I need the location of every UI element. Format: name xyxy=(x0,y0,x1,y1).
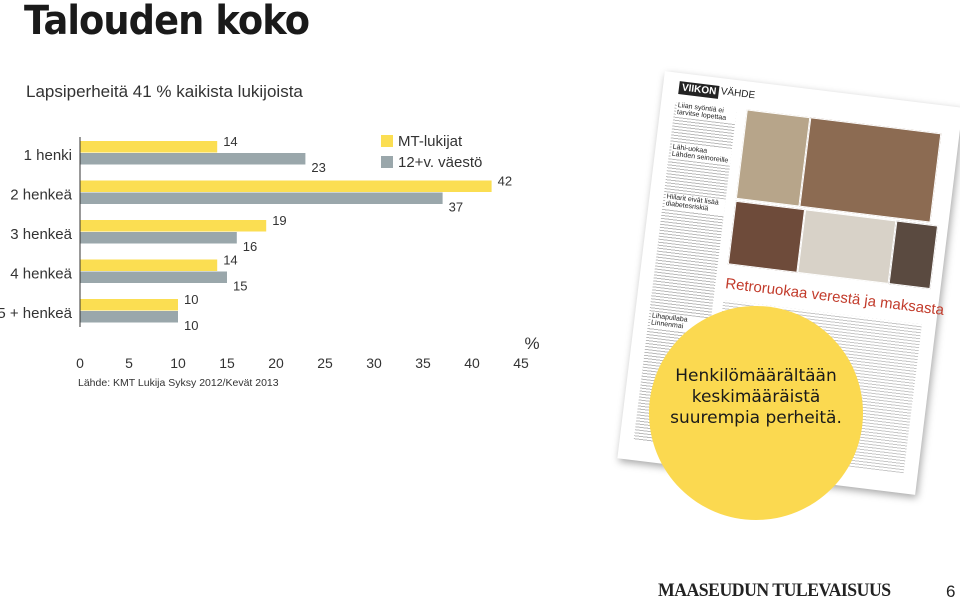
page-title: Talouden koko xyxy=(24,0,310,44)
data-label: 15 xyxy=(233,279,247,294)
data-label: 14 xyxy=(223,134,237,149)
x-tick-label: 0 xyxy=(76,355,84,371)
x-tick-label: 15 xyxy=(219,355,235,371)
x-tick-label: 40 xyxy=(464,355,480,371)
bar xyxy=(80,299,178,311)
x-tick-label: 35 xyxy=(415,355,431,371)
source-note: Lähde: KMT Lukija Syksy 2012/Kevät 2013 xyxy=(78,377,279,389)
clipping-photo xyxy=(797,209,897,285)
bar xyxy=(80,271,227,283)
category-label: 2 henkeä xyxy=(10,187,72,204)
category-label: 4 henkeä xyxy=(10,266,72,283)
bar xyxy=(80,259,218,271)
publication-logo: MAASEUDUN TULEVAISUUS xyxy=(658,580,891,601)
callout-circle: Henkilömäärältään keskimääräistä suuremp… xyxy=(649,306,863,520)
data-label: 16 xyxy=(243,239,257,254)
x-tick-label: 10 xyxy=(170,355,186,371)
category-label: 5 + henkeä xyxy=(0,305,73,322)
category-label: 3 henkeä xyxy=(10,226,72,243)
data-label: 10 xyxy=(184,292,198,307)
data-label: 19 xyxy=(272,213,286,228)
data-label: 37 xyxy=(449,200,463,215)
bar xyxy=(80,220,267,232)
bar xyxy=(80,153,306,165)
data-label: 10 xyxy=(184,318,198,333)
clipping-section-label: VIIKON xyxy=(678,81,720,99)
clipping-section-label-2: VÄHDE xyxy=(720,86,756,102)
clipping-photo xyxy=(735,109,811,207)
page-number: 6 xyxy=(946,582,956,601)
clipping-photo xyxy=(888,220,939,290)
x-tick-label: 25 xyxy=(317,355,333,371)
data-label: 42 xyxy=(498,174,512,189)
bar xyxy=(80,141,218,153)
data-label: 23 xyxy=(311,160,325,175)
legend-label: MT-lukijat xyxy=(398,133,463,150)
bar xyxy=(80,232,237,244)
callout-text: Henkilömäärältään keskimääräistä suuremp… xyxy=(670,365,842,428)
legend-swatch xyxy=(381,135,393,147)
x-axis-unit: % xyxy=(524,334,539,353)
x-tick-label: 20 xyxy=(268,355,284,371)
category-label: 1 henki xyxy=(24,147,72,164)
bar xyxy=(80,311,178,323)
data-label: 14 xyxy=(223,253,237,268)
chart-subtitle: Lapsiperheitä 41 % kaikista lukijoista xyxy=(26,82,303,101)
bar xyxy=(80,192,443,204)
household-size-chart: 1 henki 14 23 2 henkeä 42 37 3 henkeä 19 16 4 hen… xyxy=(0,133,540,371)
x-tick-label: 30 xyxy=(366,355,382,371)
legend-swatch xyxy=(381,156,393,168)
x-tick-label: 5 xyxy=(125,355,133,371)
legend-label: 12+v. väestö xyxy=(398,154,482,171)
bar xyxy=(80,180,492,192)
x-tick-label: 45 xyxy=(513,355,529,371)
clipping-photo xyxy=(727,200,806,273)
clipping-photo xyxy=(799,117,942,223)
